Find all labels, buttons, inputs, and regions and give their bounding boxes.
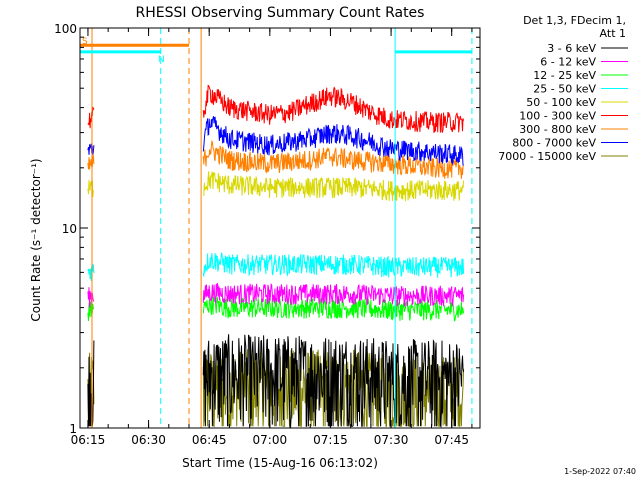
- series-line-3-6kev-seg0: [87, 340, 95, 427]
- series-line-25-50kev-seg0: [87, 264, 95, 281]
- legend-label-3: 25 - 50 keV: [533, 83, 596, 96]
- series-line-800-7000kev-seg0: [87, 143, 95, 155]
- annotation-label-n: N: [158, 55, 165, 65]
- legend-label-0: 3 - 6 keV: [547, 42, 596, 55]
- annotation-label-s: S: [82, 37, 88, 47]
- footer-date: 1-Sep-2022 07:40: [564, 467, 636, 476]
- legend-label-6: 300 - 800 keV: [519, 123, 596, 136]
- series-line-12-25kev-seg1: [202, 295, 465, 322]
- series-line-12-25kev-seg0: [87, 301, 95, 322]
- series-line-100-300kev-seg0: [87, 106, 95, 129]
- y-tick-label-1: 1: [69, 422, 77, 436]
- series-line-300-800kev-seg1: [202, 140, 465, 179]
- y-tick-label-100: 100: [54, 22, 77, 36]
- legend-label-4: 50 - 100 keV: [526, 96, 596, 109]
- legend-label-5: 100 - 300 keV: [519, 110, 596, 123]
- x-axis-label: Start Time (15-Aug-16 06:13:02): [182, 456, 378, 470]
- x-tick-label-0645: 06:45: [192, 433, 227, 447]
- x-tick-label-0700: 07:00: [253, 433, 288, 447]
- x-tick-label-0745: 07:45: [434, 433, 469, 447]
- y-axis-label: Count Rate (s⁻¹ detector⁻¹): [29, 158, 43, 321]
- series-line-300-800kev-seg0: [87, 154, 95, 170]
- legend-label-8: 7000 - 15000 keV: [498, 150, 596, 163]
- x-tick-label-0730: 07:30: [374, 433, 409, 447]
- series-line-50-100kev-seg1: [203, 171, 465, 202]
- series-line-6-12kev-seg1: [202, 282, 465, 308]
- x-tick-label-0630: 06:30: [131, 433, 166, 447]
- series-line-800-7000kev-seg1: [202, 116, 464, 166]
- legend-label-1: 6 - 12 keV: [540, 56, 596, 69]
- legend-header-line-1: Det 1,3, FDecim 1,: [523, 14, 626, 27]
- chart-title: RHESSI Observing Summary Count Rates: [136, 5, 425, 21]
- series-line-6-12kev-seg0: [87, 287, 95, 308]
- legend-label-7: 800 - 7000 keV: [512, 137, 596, 150]
- legend-header-line-2: Att 1: [600, 27, 626, 40]
- x-tick-label-0615: 06:15: [71, 433, 106, 447]
- y-tick-label-10: 10: [62, 222, 77, 236]
- plot-area: SN: [80, 28, 473, 429]
- series-line-25-50kev-seg1: [202, 252, 465, 278]
- series-line-100-300kev-seg1: [202, 84, 465, 134]
- x-tick-label-0715: 07:15: [313, 433, 348, 447]
- axes: 1 10 100 06:15 06:30 06:45 07:00 07:15 07:30 07:4…: [54, 22, 481, 447]
- legend-label-2: 12 - 25 keV: [533, 69, 596, 82]
- series-line-50-100kev-seg0: [87, 179, 95, 198]
- series-line-3-6kev-seg1: [202, 334, 465, 429]
